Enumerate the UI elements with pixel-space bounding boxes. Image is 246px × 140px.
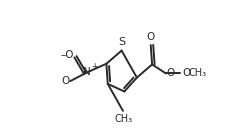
Text: N: N — [83, 67, 91, 77]
Text: CH₃: CH₃ — [189, 68, 207, 78]
Text: –O: –O — [61, 50, 75, 60]
Text: O: O — [167, 68, 175, 78]
Text: O: O — [146, 32, 154, 42]
Text: S: S — [118, 37, 125, 47]
Text: +: + — [91, 62, 97, 71]
Text: O: O — [62, 76, 70, 86]
Text: O: O — [182, 68, 190, 78]
Text: CH₃: CH₃ — [115, 114, 133, 124]
